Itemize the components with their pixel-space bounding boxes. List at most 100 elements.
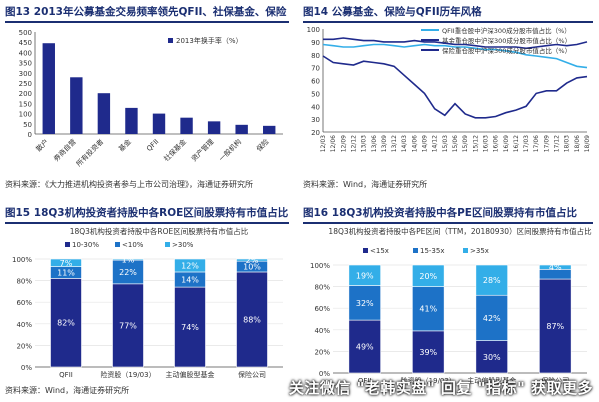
x-tick-label: 资产管理 [189,137,215,163]
pe-stacked-bar-chart: 18Q3机构投资者持股中各PE区间（TTM，20180930）区间股票持有市值占… [310,226,592,385]
bar-segment [475,294,508,341]
y-tick-label: 20% [314,348,330,356]
y-tick-label: 80% [314,284,330,292]
data-label: 32% [356,299,374,308]
x-tick-label: 所有投资者 [74,137,105,168]
y-tick-label: 300 [19,70,32,78]
x-tick-label: 险资股（19/03） [401,376,456,385]
data-label: 12% [181,261,199,270]
x-tick-label: 散户 [34,137,50,153]
y-tick-label: 0 [28,131,32,139]
data-label: 1% [122,256,135,265]
y-tick-label: 500 [19,29,32,37]
data-label: 11% [57,269,75,278]
x-tick-label: 16/03 [482,135,489,152]
y-tick-label: 90 [311,39,320,47]
source-note: 资料来源：《大力推进机构投资者参与上市公司治理》，海通证券研究所 [5,180,253,189]
data-label: 49% [356,343,374,352]
x-tick-label: QFII [145,138,160,153]
bar-segment [348,319,381,374]
legend-swatch [168,38,173,43]
bar-segment [412,264,445,287]
panel-title: 图14 公募基金、保险与QFII历年风格 [303,4,593,23]
bar [125,107,138,134]
y-tick-label: 100% [310,262,330,270]
x-tick-label: 18/03 [564,135,571,152]
y-tick-label: 30 [311,116,320,124]
bar [263,125,276,134]
data-label: 88% [243,315,261,324]
x-tick-label: 社保基金 [162,137,188,163]
bar-segment [475,340,508,374]
bar [70,77,83,134]
x-tick-label: 17/12 [554,135,561,152]
turnover-bar-chart: 0 50 100 150 200 250 300 350 400 450 500 散户 券商自营所有投资… [19,29,283,168]
bar-segment [539,264,572,270]
data-label: 2% [246,256,259,265]
y-tick-label: 100 [19,111,32,119]
x-tick-label: 保险 [254,137,270,153]
x-tick-label: 主动偏股型基金 [467,376,516,385]
x-tick-label: 15/06 [452,135,459,152]
data-label: 42% [483,314,501,323]
legend-label: 10-30% [72,241,99,249]
roe-stacked-bar-chart: 18Q3机构投资者持股中各ROE区间股票持有市值占比 10-30% <10% >30%… [12,226,283,379]
y-tick-label: 40 [311,103,320,111]
bar [42,43,55,134]
panel-title: 图16 18Q3机构投资者持股中各PE区间股票持有市值占比 [303,205,593,224]
chart-title: 18Q3机构投资者持股中各ROE区间股票持有市值占比 [70,226,249,236]
watermark-text: 关注微信 "老韩实盘" 回复 "指标" 获取更多 [288,379,593,397]
data-label: 77% [119,321,137,330]
bar [235,124,248,134]
legend-label: 基金重仓股中沪深300成分股市值占比（%） [442,36,571,45]
x-tick-label: 13/06 [371,135,378,152]
y-tick-label: 40% [16,321,32,329]
bar-segment [50,258,82,267]
legend-label: <10% [122,241,144,249]
bar-segment [412,286,445,332]
panel-pe: 图16 18Q3机构投资者持股中各PE区间股票持有市值占比 18Q3机构投资者持… [303,205,593,400]
bar [180,117,193,134]
y-tick-label: 60 [311,78,320,86]
data-label: 19% [356,271,374,280]
legend-swatch [363,248,368,253]
y-tick-label: 80% [16,278,32,286]
legend-label: 2013年换手率（%） [176,36,242,45]
y-tick-label: 80 [311,52,320,60]
y-tick-label: 70 [311,65,320,73]
x-tick-label: QFII [59,371,73,379]
panel-title: 图15 18Q3机构投资者持股中各ROE区间股票持有市值占比 [5,205,289,224]
chart-title: 18Q3机构投资者持股中各PE区间（TTM，20180930）区间股票持有市值占… [328,226,592,236]
bar-segment [348,264,381,286]
panel-style: 图14 公募基金、保险与QFII历年风格 20 30 40 50 60 70 80 90 100… [303,4,593,194]
x-tick-label: 券商自营 [52,137,78,163]
data-label: 20% [419,272,437,281]
x-tick-label: 15/09 [462,135,469,152]
x-tick-label: 13/03 [361,135,368,152]
x-tick-label: 16/09 [503,135,510,152]
y-tick-label: 40% [314,327,330,335]
data-label: 39% [419,348,437,357]
y-tick-label: 400 [19,49,32,57]
bar [97,93,111,134]
legend-label: QFII重仓股中沪深300成分股市值占比（%） [442,26,571,35]
bar-segment [112,283,144,368]
x-tick-label: 基金 [117,137,133,153]
data-label: 74% [181,323,199,332]
data-label: 82% [57,319,75,328]
x-tick-label: 18/06 [574,135,581,152]
data-label: 87% [546,322,564,331]
x-tick-label: 险资股（19/03） [100,370,155,379]
legend-swatch [115,242,120,247]
data-label: 28% [483,276,501,285]
y-tick-label: 0% [319,370,330,378]
data-label: 41% [419,305,437,314]
data-label: 10% [243,263,261,272]
x-tick-label: 17/06 [533,135,540,152]
legend-swatch [165,242,170,247]
panel-roe: 图15 18Q3机构投资者持股中各ROE区间股票持有市值占比 18Q3机构投资者… [5,205,289,400]
y-tick-label: 150 [19,100,32,108]
legend-label: >30% [172,241,194,249]
x-tick-label: 12/06 [330,135,337,152]
series-line [322,43,588,69]
